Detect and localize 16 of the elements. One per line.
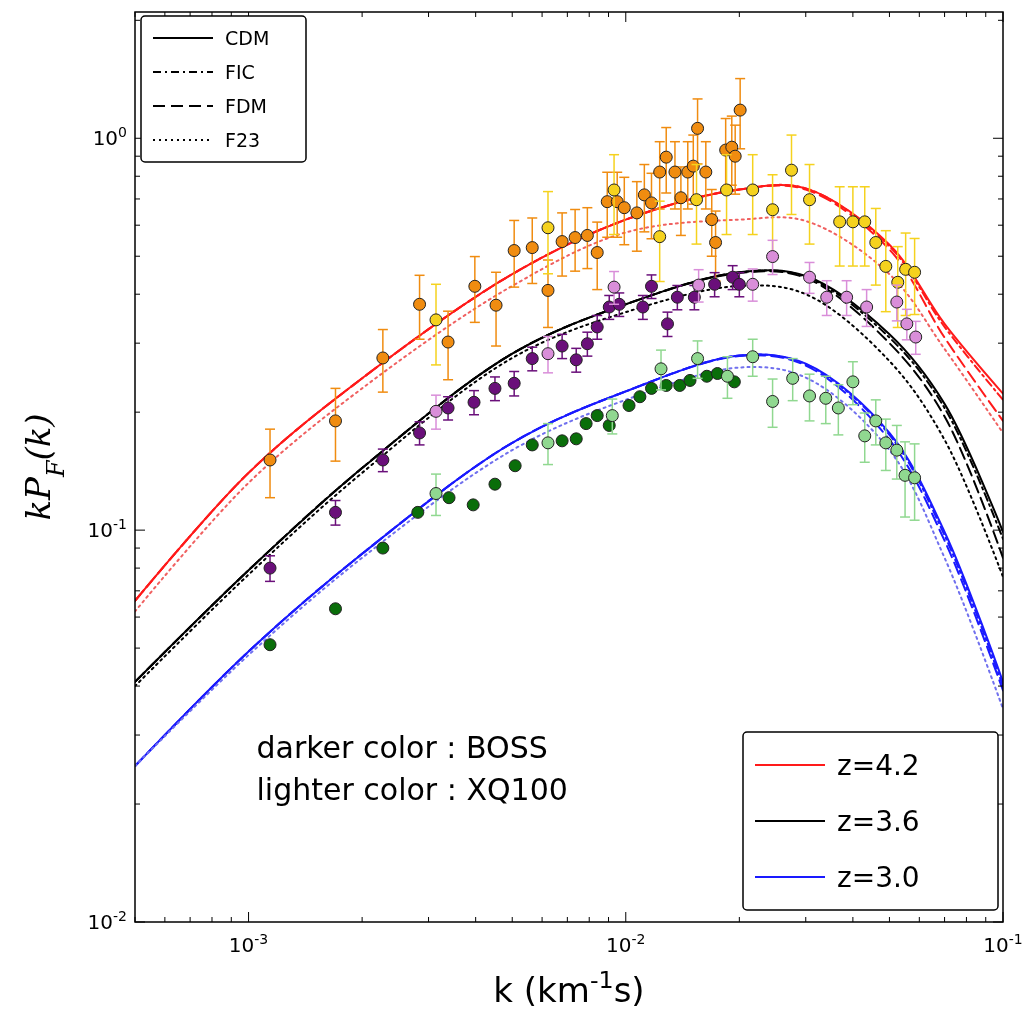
- legend-label: z=3.0: [837, 860, 920, 894]
- legend-label: CDM: [225, 26, 270, 49]
- y-tick-label: 10$^{-1}$: [87, 516, 127, 543]
- legend-label: FIC: [225, 60, 255, 83]
- x-axis-title: k (km$^{-1}$s): [493, 966, 645, 1010]
- legend-label: FDM: [225, 94, 267, 117]
- legend-label: z=4.2: [837, 748, 920, 782]
- x-tick-label: 10$^{-3}$: [228, 931, 269, 957]
- y-tick-label: 10$^{-2}$: [87, 908, 127, 934]
- annotation: lighter color : XQ100: [256, 772, 568, 808]
- x-tick-label: 10$^{-1}$: [983, 931, 1023, 957]
- annotation: darker color : BOSS: [256, 730, 548, 766]
- y-tick-label: 10$^{0}$: [92, 124, 127, 151]
- x-tick-label: 10$^{-2}$: [606, 931, 646, 957]
- legend-label: F23: [225, 128, 261, 151]
- legend-label: z=3.6: [837, 804, 920, 838]
